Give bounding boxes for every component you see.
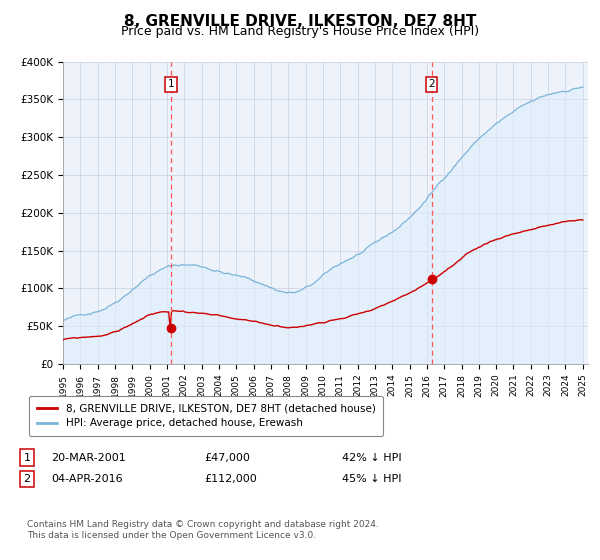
Text: 1: 1	[23, 452, 31, 463]
Text: Contains HM Land Registry data © Crown copyright and database right 2024.
This d: Contains HM Land Registry data © Crown c…	[27, 520, 379, 540]
Text: 20-MAR-2001: 20-MAR-2001	[51, 452, 126, 463]
Text: 42% ↓ HPI: 42% ↓ HPI	[342, 452, 401, 463]
Text: Price paid vs. HM Land Registry's House Price Index (HPI): Price paid vs. HM Land Registry's House …	[121, 25, 479, 38]
Text: 2: 2	[23, 474, 31, 484]
Text: 2: 2	[428, 80, 435, 89]
Text: £112,000: £112,000	[204, 474, 257, 484]
Text: 45% ↓ HPI: 45% ↓ HPI	[342, 474, 401, 484]
Text: 1: 1	[167, 80, 174, 89]
Text: 04-APR-2016: 04-APR-2016	[51, 474, 122, 484]
Text: 8, GRENVILLE DRIVE, ILKESTON, DE7 8HT: 8, GRENVILLE DRIVE, ILKESTON, DE7 8HT	[124, 14, 476, 29]
Legend: 8, GRENVILLE DRIVE, ILKESTON, DE7 8HT (detached house), HPI: Average price, deta: 8, GRENVILLE DRIVE, ILKESTON, DE7 8HT (d…	[29, 396, 383, 436]
Text: £47,000: £47,000	[204, 452, 250, 463]
